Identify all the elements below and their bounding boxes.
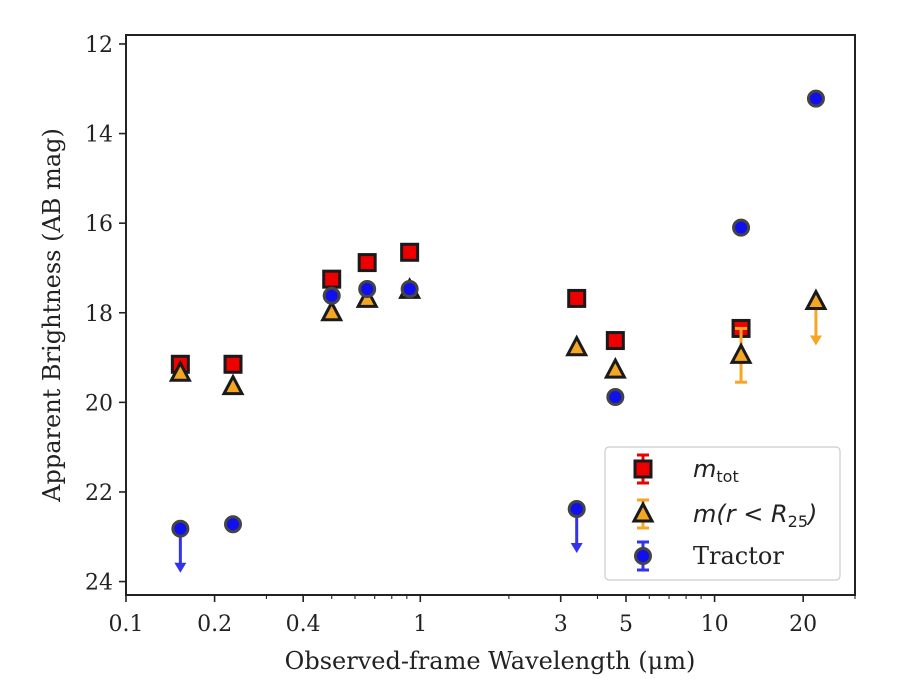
x-tick-label: 0.4 [286, 612, 321, 637]
mtot-point [400, 242, 420, 262]
legend-label-mtot: mtot [693, 455, 739, 486]
tractor-limit-arrow-head [174, 562, 187, 573]
y-tick-label: 24 [85, 571, 113, 596]
tractor-point [606, 387, 625, 406]
tractor-limit-arrow-head [570, 542, 583, 553]
data-marks [168, 89, 828, 573]
y-tick-label: 18 [85, 302, 113, 327]
series-mr25 [168, 277, 828, 396]
mtot-point [322, 269, 342, 289]
tractor-point [400, 280, 419, 299]
mr25-point [320, 299, 344, 322]
mtot-point [567, 288, 587, 308]
y-axis-label: Apparent Brightness (AB mag) [38, 128, 66, 503]
legend-label-mr25: m(r < R25) [693, 500, 817, 531]
y-tick-label: 20 [85, 391, 113, 416]
y-tick-label: 22 [85, 481, 113, 506]
legend-box [604, 446, 841, 581]
y-tick-label: 16 [85, 212, 113, 237]
x-axis-label: Observed-frame Wavelength (μm) [285, 647, 696, 675]
tractor-point [224, 515, 243, 534]
tractor-point [567, 499, 586, 518]
legend-mr25-marker [631, 500, 655, 523]
plot-area-frame [125, 34, 856, 596]
mtot-point [357, 253, 377, 273]
x-tick-label: 5 [619, 612, 633, 637]
x-tick-label: 1 [413, 612, 427, 637]
tractor-point [171, 519, 190, 538]
series-tractor [171, 89, 825, 573]
legend-mtot-marker [633, 459, 653, 479]
legend-tractor-marker [634, 547, 652, 565]
y-tick-label: 14 [85, 123, 113, 148]
x-tick-label: 0.2 [197, 612, 232, 637]
x-tick-label: 10 [701, 612, 729, 637]
mr25-point [603, 356, 627, 379]
mr25-limit-arrow-head [809, 335, 822, 346]
x-tick-label: 20 [789, 612, 817, 637]
mr25-point [804, 288, 828, 311]
x-tick-label: 0.1 [109, 612, 144, 637]
mtot-point [605, 331, 625, 351]
mtot-point [223, 354, 243, 374]
tractor-point [806, 89, 825, 108]
mr25-point [168, 360, 192, 382]
legend: mtot m(r < R25) Tractor [604, 446, 841, 581]
tractor-point [322, 286, 341, 305]
axis-ticks: 0.1 0.2 0.4 1 3 5 10 20 12 14 16 18 20 22 24 [85, 33, 856, 637]
y-tick-label: 12 [85, 33, 113, 58]
mr25-point [565, 334, 589, 357]
x-tick-label: 3 [554, 612, 568, 637]
series-mtot [170, 242, 751, 374]
mr25-point [729, 342, 753, 364]
tractor-point [358, 280, 377, 299]
tractor-point [732, 218, 751, 237]
mr25-point [221, 373, 245, 396]
legend-label-tractor: Tractor [693, 542, 784, 570]
legend-entries: mtot m(r < R25) Tractor [631, 453, 817, 572]
